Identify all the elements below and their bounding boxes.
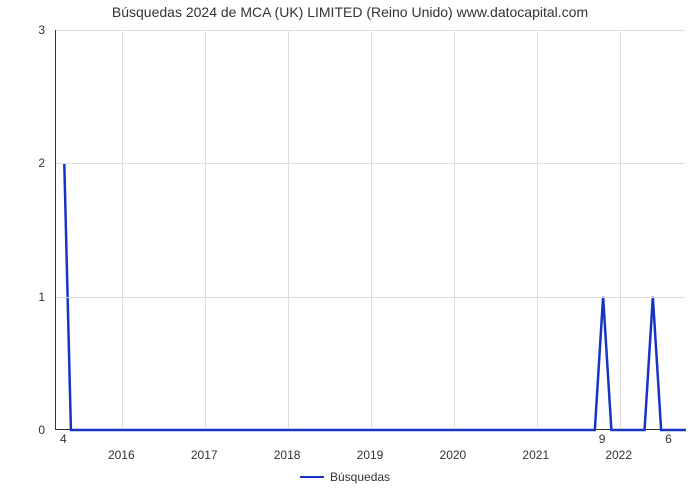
x-tick-label: 2019 — [357, 448, 384, 462]
plot-area — [55, 30, 685, 430]
gridline-vertical — [122, 30, 123, 429]
gridline-vertical — [371, 30, 372, 429]
y-tick-label: 2 — [0, 156, 45, 170]
gridline-vertical — [205, 30, 206, 429]
gridline-horizontal — [56, 30, 685, 31]
legend: Búsquedas — [300, 470, 390, 484]
x-tick-label: 2018 — [274, 448, 301, 462]
gridline-vertical — [454, 30, 455, 429]
y-tick-label: 3 — [0, 23, 45, 37]
count-label: 6 — [665, 432, 672, 446]
legend-swatch — [300, 476, 324, 478]
x-tick-label: 2022 — [605, 448, 632, 462]
y-tick-label: 1 — [0, 290, 45, 304]
x-tick-label: 2017 — [191, 448, 218, 462]
chart-container: { "chart": { "type": "line", "title": "B… — [0, 0, 700, 500]
gridline-horizontal — [56, 297, 685, 298]
x-tick-label: 2021 — [522, 448, 549, 462]
count-label: 9 — [599, 432, 606, 446]
count-label: 4 — [60, 432, 67, 446]
gridline-vertical — [620, 30, 621, 429]
x-tick-label: 2016 — [108, 448, 135, 462]
x-tick-label: 2020 — [440, 448, 467, 462]
legend-label: Búsquedas — [330, 470, 390, 484]
gridline-vertical — [288, 30, 289, 429]
gridline-vertical — [537, 30, 538, 429]
chart-title: Búsquedas 2024 de MCA (UK) LIMITED (Rein… — [0, 4, 700, 20]
y-tick-label: 0 — [0, 423, 45, 437]
gridline-horizontal — [56, 163, 685, 164]
